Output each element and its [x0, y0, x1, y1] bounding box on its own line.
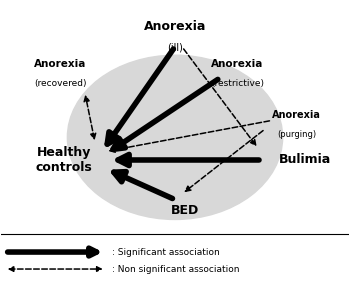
- Text: Anorexia: Anorexia: [144, 20, 206, 33]
- Text: Anorexia: Anorexia: [34, 59, 86, 69]
- Text: (recovered): (recovered): [34, 79, 87, 88]
- Text: (restrictive): (restrictive): [211, 79, 264, 88]
- Text: Bulimia: Bulimia: [279, 154, 331, 166]
- Text: : Non significant association: : Non significant association: [112, 265, 240, 273]
- Text: Anorexia: Anorexia: [211, 59, 264, 69]
- Text: (purging): (purging): [277, 130, 316, 139]
- Text: : Significant association: : Significant association: [112, 248, 220, 257]
- Text: Anorexia: Anorexia: [272, 110, 321, 120]
- Ellipse shape: [67, 55, 283, 219]
- Text: (ill): (ill): [167, 42, 183, 52]
- Text: Healthy
controls: Healthy controls: [35, 146, 92, 174]
- Text: BED: BED: [171, 204, 200, 217]
